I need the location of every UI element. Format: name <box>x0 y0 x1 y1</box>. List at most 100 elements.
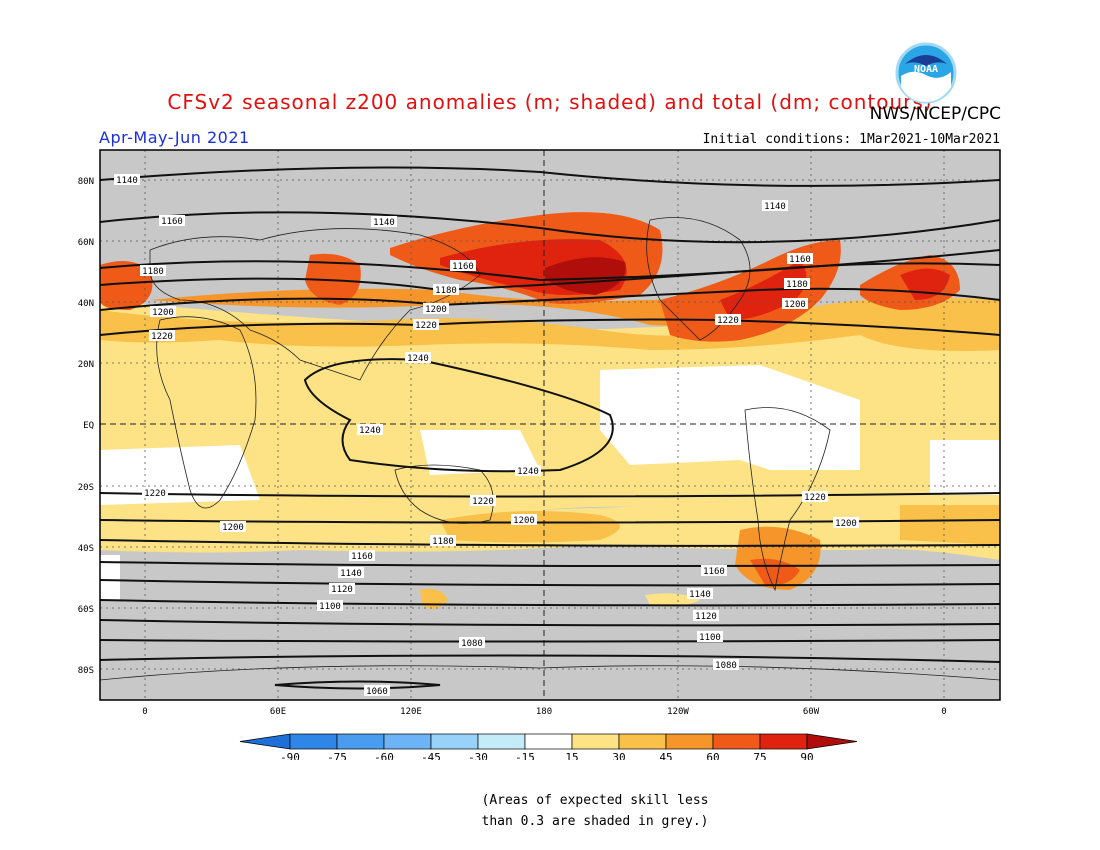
contour-label: 1140 <box>687 588 713 600</box>
latitude-labels: 80N 60N 40N 20N EQ 20S 40S 60S 80S <box>78 177 94 676</box>
svg-text:1080: 1080 <box>461 639 483 649</box>
height-contours <box>99 166 1001 690</box>
contour-label: 1180 <box>430 535 456 547</box>
colorbar-label: -75 <box>327 751 347 760</box>
noaa-logo: NOAA <box>895 42 957 104</box>
contour-label: 1060 <box>364 685 390 697</box>
svg-text:1200: 1200 <box>784 300 806 310</box>
contour-label: 1200 <box>423 303 449 315</box>
coastlines <box>99 217 1001 681</box>
lat-label: 80S <box>78 666 94 676</box>
svg-text:1160: 1160 <box>161 217 183 227</box>
svg-text:1080: 1080 <box>715 661 737 671</box>
svg-text:1140: 1140 <box>116 176 138 186</box>
svg-text:1160: 1160 <box>703 567 725 577</box>
colorbar-swatch <box>336 733 385 750</box>
lat-label: 40N <box>78 299 94 309</box>
colorbar-label: -60 <box>374 751 394 760</box>
svg-text:1200: 1200 <box>425 305 447 315</box>
colorbar-swatch <box>571 733 620 750</box>
colorbar-swatch <box>524 733 573 750</box>
svg-text:1200: 1200 <box>513 516 535 526</box>
skill-note-line-2: than 0.3 are shaded in grey.) <box>481 814 709 829</box>
contour-label: 1220 <box>470 495 496 507</box>
lon-label: 0 <box>941 707 946 717</box>
colorbar-arrow-right <box>806 733 858 750</box>
svg-text:1120: 1120 <box>695 612 717 622</box>
lat-label: 20N <box>78 360 94 370</box>
contour-label: 1120 <box>693 610 719 622</box>
lat-label: 60S <box>78 605 94 615</box>
initial-conditions-label: Initial conditions: 1Mar2021-10Mar2021 <box>702 132 1000 147</box>
contour-label: 1140 <box>338 567 364 579</box>
contour-label: 1200 <box>220 521 246 533</box>
svg-text:1200: 1200 <box>222 523 244 533</box>
contour-labels: 1140 1160 1140 1140 1160 1160 1180 1180 1180 1200… <box>114 174 859 697</box>
contour-label: 1220 <box>142 487 168 499</box>
colorbar-swatch <box>477 733 526 750</box>
contour-label: 1180 <box>433 284 459 296</box>
colorbar-label: -15 <box>515 751 535 760</box>
svg-text:1140: 1140 <box>373 218 395 228</box>
svg-text:1060: 1060 <box>366 687 388 697</box>
svg-text:1100: 1100 <box>699 633 721 643</box>
colorbar-swatch <box>289 733 338 750</box>
svg-text:1160: 1160 <box>789 255 811 265</box>
colorbar-label: -90 <box>280 751 300 760</box>
colorbar-swatch <box>759 733 808 750</box>
colorbar-swatch <box>430 733 479 750</box>
lon-label: 120E <box>400 707 422 717</box>
map-frame <box>99 149 1001 701</box>
colorbar-label: 15 <box>565 751 578 760</box>
svg-text:1200: 1200 <box>835 519 857 529</box>
contour-label: 1080 <box>713 659 739 671</box>
svg-text:1240: 1240 <box>359 426 381 436</box>
svg-text:1180: 1180 <box>432 537 454 547</box>
lon-label: 180 <box>536 707 552 717</box>
svg-text:1160: 1160 <box>452 262 474 272</box>
contour-label: 1220 <box>715 314 741 326</box>
svg-text:1220: 1220 <box>472 497 494 507</box>
equator-and-dateline <box>100 150 1000 700</box>
chart-title: CFSv2 seasonal z200 anomalies (m; shaded… <box>167 90 933 114</box>
svg-text:1220: 1220 <box>804 493 826 503</box>
lon-label: 60W <box>803 707 820 717</box>
colorbar-arrow-left <box>239 733 291 750</box>
svg-text:1140: 1140 <box>689 590 711 600</box>
svg-text:1240: 1240 <box>517 467 539 477</box>
svg-text:1240: 1240 <box>407 354 429 364</box>
colorbar-label: -30 <box>468 751 488 760</box>
colorbar-label: 90 <box>800 751 813 760</box>
svg-text:1180: 1180 <box>786 280 808 290</box>
season-label: Apr-May-Jun 2021 <box>99 128 250 147</box>
svg-text:1220: 1220 <box>144 489 166 499</box>
contour-label: 1160 <box>787 253 813 265</box>
skill-note-line-1: (Areas of expected skill less <box>481 793 709 808</box>
lat-label: 40S <box>78 544 94 554</box>
lat-label: 20S <box>78 483 94 493</box>
contour-label: 1100 <box>317 600 343 612</box>
colorbar-swatch <box>618 733 667 750</box>
logo-text: NOAA <box>914 64 938 75</box>
skill-note: (Areas of expected skill less than 0.3 a… <box>0 790 1100 832</box>
contour-label: 1200 <box>511 514 537 526</box>
svg-text:1180: 1180 <box>142 267 164 277</box>
lon-label: 0 <box>142 707 147 717</box>
contour-label: 1160 <box>701 565 727 577</box>
contour-label: 1160 <box>349 550 375 562</box>
colorbar-label: 60 <box>706 751 719 760</box>
contour-label: 1220 <box>802 491 828 503</box>
lon-label: 120W <box>667 707 689 717</box>
contour-label: 1140 <box>114 174 140 186</box>
contour-label: 1200 <box>150 306 176 318</box>
svg-text:1140: 1140 <box>764 202 786 212</box>
contour-label: 1200 <box>782 298 808 310</box>
lat-label: 60N <box>78 238 94 248</box>
colorbar-swatch <box>712 733 761 750</box>
map-panel: 1140 1160 1140 1140 1160 1160 1180 1180 1180 1200… <box>78 149 1001 760</box>
lon-label: 60E <box>270 707 286 717</box>
contour-label: 1240 <box>515 465 541 477</box>
lat-label: 80N <box>78 177 94 187</box>
colorbar: -90 -75 -60 -45 -30 -15 15 30 45 60 75 90 <box>239 733 858 760</box>
contour-label: 1140 <box>762 200 788 212</box>
